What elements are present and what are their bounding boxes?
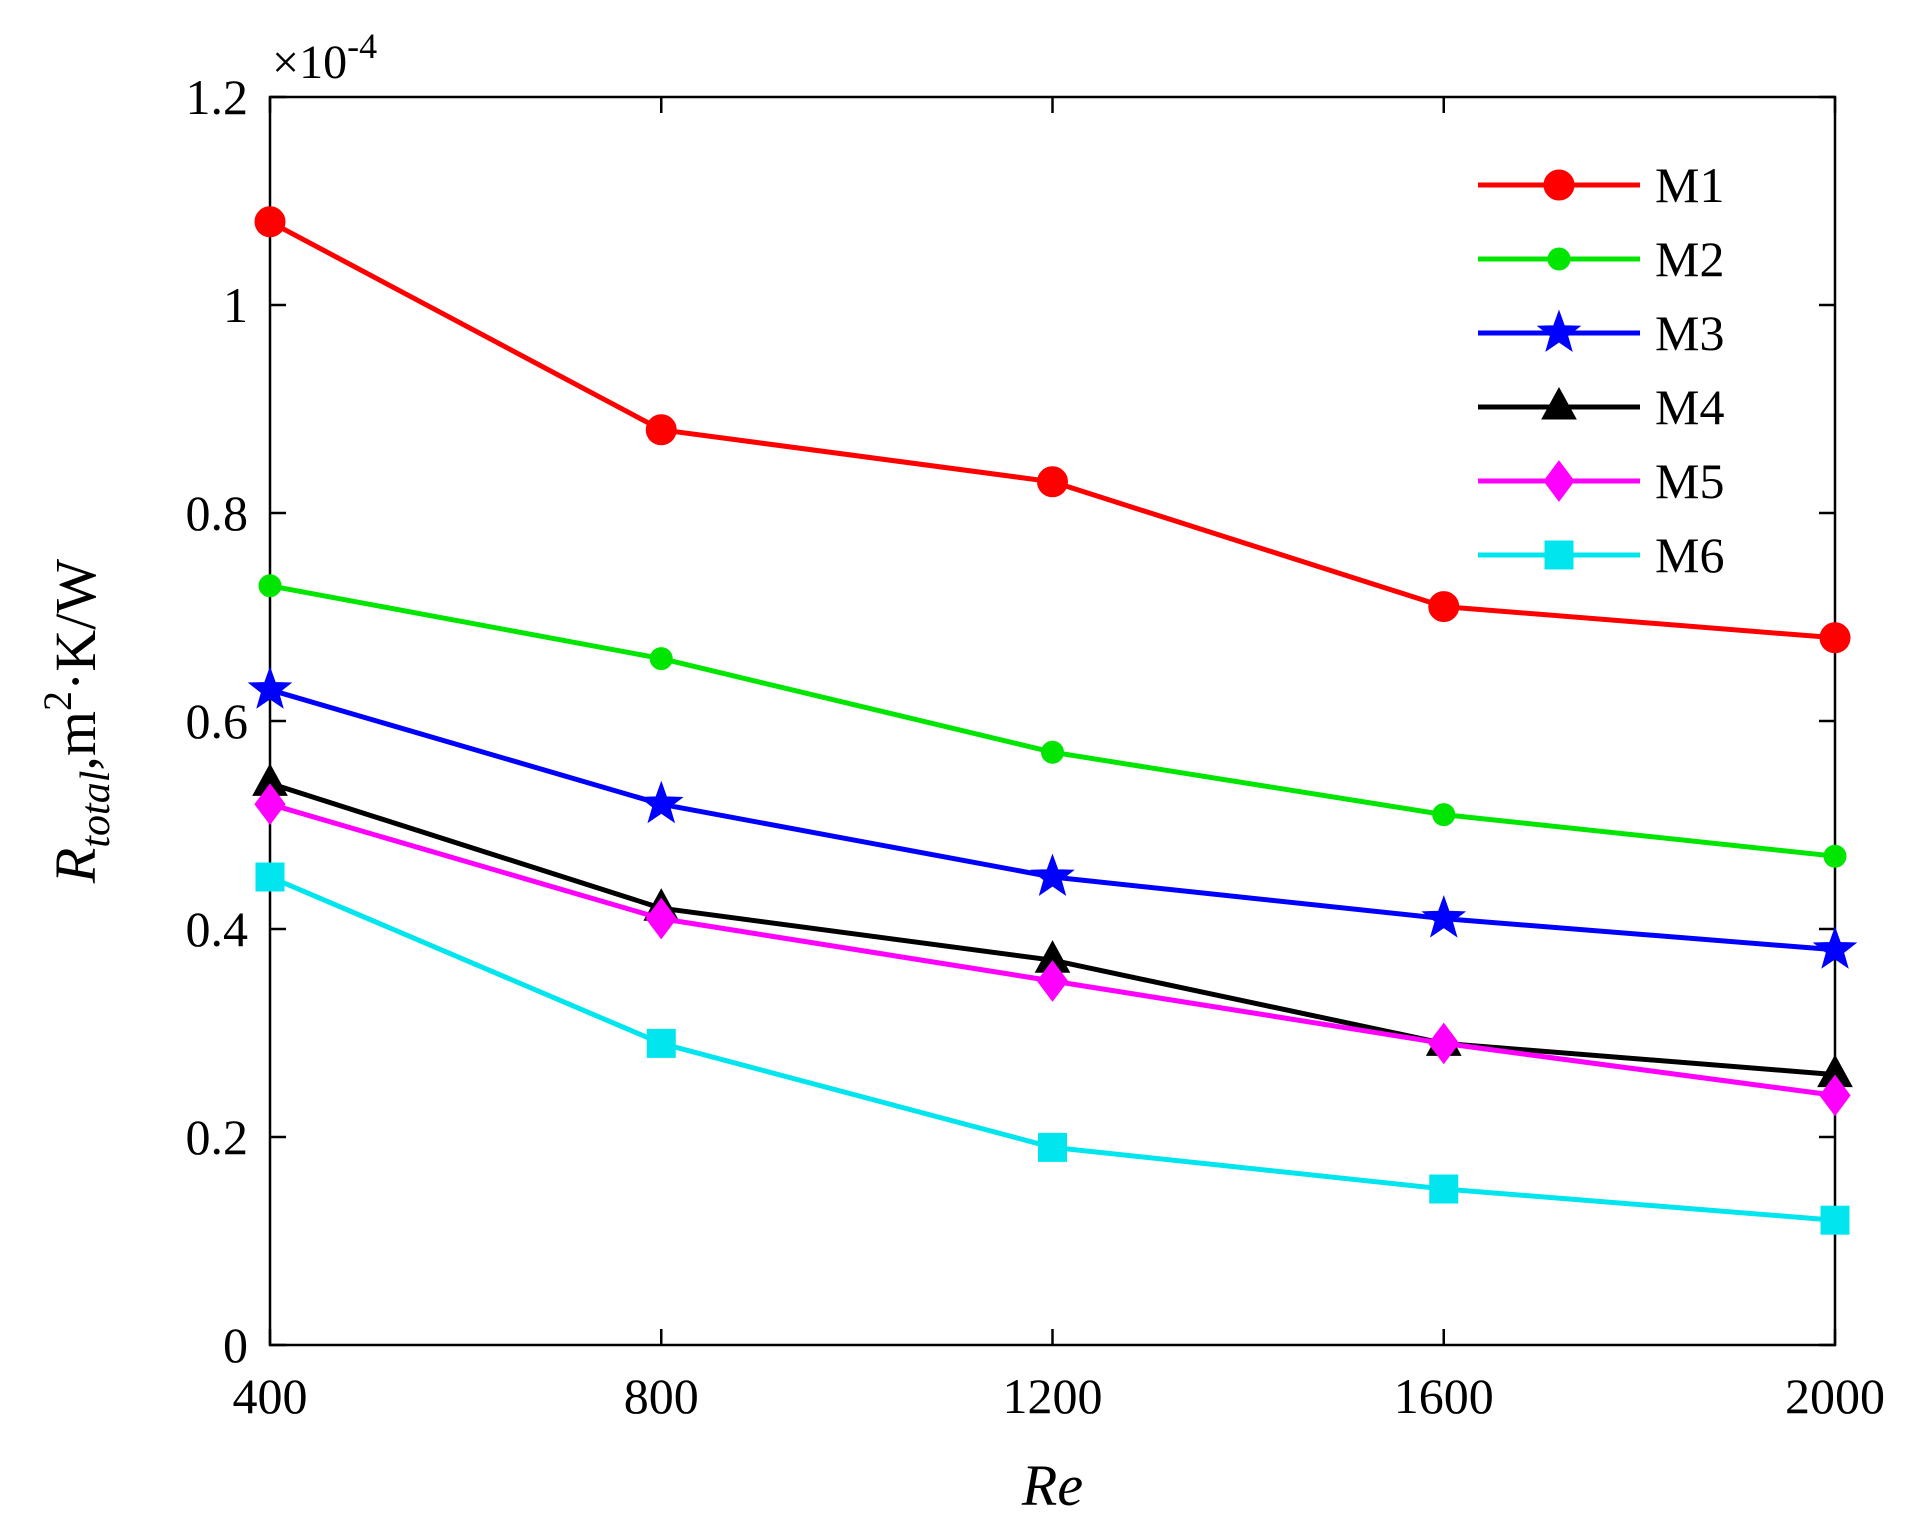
data-point-m6	[646, 1028, 676, 1058]
legend-marker	[1544, 540, 1574, 570]
y-axis-title: Rtotal,m2·K/W	[35, 559, 119, 884]
x-tick-label: 400	[233, 1368, 308, 1424]
data-point-m3	[1421, 895, 1467, 938]
data-point-m2	[1041, 740, 1064, 764]
y-title-unit-prefix: ,m	[43, 711, 108, 771]
x-axis-title: Re	[1021, 1453, 1083, 1518]
data-point-m5	[254, 783, 286, 826]
data-point-m3	[247, 666, 293, 709]
legend-label: M3	[1655, 305, 1724, 361]
data-point-m1	[1819, 622, 1851, 654]
data-point-m5	[1819, 1074, 1851, 1117]
y-multiplier-prefix: ×10	[272, 36, 347, 89]
data-point-m6	[255, 862, 285, 892]
y-multiplier-exponent: -4	[347, 26, 377, 66]
legend-item-m4: M4	[1478, 379, 1724, 435]
y-tick-label: 1	[223, 277, 248, 333]
data-point-m5	[645, 897, 677, 940]
legend: M1 M2 M3 M4 M5 M6	[1478, 157, 1724, 583]
legend-marker	[1536, 309, 1582, 352]
legend-item-m1: M1	[1478, 157, 1724, 213]
legend-marker	[1543, 460, 1575, 502]
y-tick-label: 1.2	[186, 69, 249, 125]
data-point-m6	[1038, 1132, 1067, 1162]
data-point-m5	[1428, 1022, 1460, 1065]
data-point-m1	[1037, 466, 1068, 498]
data-point-m2	[1432, 803, 1456, 827]
data-point-m3	[1812, 926, 1858, 969]
legend-item-m2: M2	[1478, 231, 1724, 287]
legend-marker	[1547, 247, 1571, 271]
y-title-symbol: R	[43, 848, 108, 884]
series-layer	[247, 206, 1858, 1235]
y-tick-label: 0	[223, 1317, 248, 1373]
legend-item-m3: M3	[1478, 305, 1724, 361]
data-point-m3	[1030, 853, 1075, 896]
legend-label: M4	[1655, 379, 1724, 435]
legend-label: M2	[1655, 231, 1724, 287]
series-m5	[254, 783, 1851, 1117]
legend-marker	[1543, 169, 1575, 201]
y-tick-label: 0.8	[186, 485, 249, 541]
series-m1	[254, 206, 1851, 654]
legend-item-m5: M5	[1478, 453, 1724, 509]
y-tick-label: 0.6	[186, 693, 249, 749]
data-point-m1	[254, 206, 286, 238]
data-point-m6	[1429, 1174, 1459, 1204]
y-title-unit-suffix: ·K/W	[43, 559, 108, 691]
y-title-subscript: total	[73, 771, 119, 848]
legend-label: M5	[1655, 453, 1724, 509]
y-tick-label: 0.2	[186, 1109, 249, 1165]
y-title-unit-exponent: 2	[35, 691, 80, 711]
series-m6	[255, 862, 1850, 1235]
y-tick-labels: 0 0.2 0.4 0.6 0.8 1 1.2	[186, 69, 249, 1373]
axis-ticks	[268, 95, 1837, 1347]
y-tick-label: 0.4	[186, 901, 249, 957]
data-point-m3	[638, 780, 684, 824]
data-point-m6	[1820, 1205, 1850, 1235]
data-point-m2	[649, 647, 673, 671]
data-point-m5	[1036, 960, 1069, 1002]
x-tick-label: 2000	[1785, 1368, 1885, 1424]
legend-label: M1	[1655, 157, 1724, 213]
data-point-m2	[1823, 844, 1847, 868]
data-point-m2	[258, 574, 282, 598]
x-tick-label: 1600	[1394, 1368, 1494, 1424]
legend-label: M6	[1655, 527, 1724, 583]
series-m2	[258, 574, 1847, 868]
x-tick-labels: 400 800 1200 1600 2000	[233, 1368, 1886, 1424]
data-point-m1	[1428, 591, 1460, 623]
y-axis-multiplier: ×10-4	[272, 26, 377, 89]
legend-marker	[1541, 386, 1577, 420]
x-tick-label: 1200	[1003, 1368, 1103, 1424]
legend-item-m6: M6	[1478, 527, 1724, 583]
x-tick-label: 800	[624, 1368, 699, 1424]
series-m3	[247, 666, 1858, 969]
data-point-m1	[645, 414, 677, 446]
